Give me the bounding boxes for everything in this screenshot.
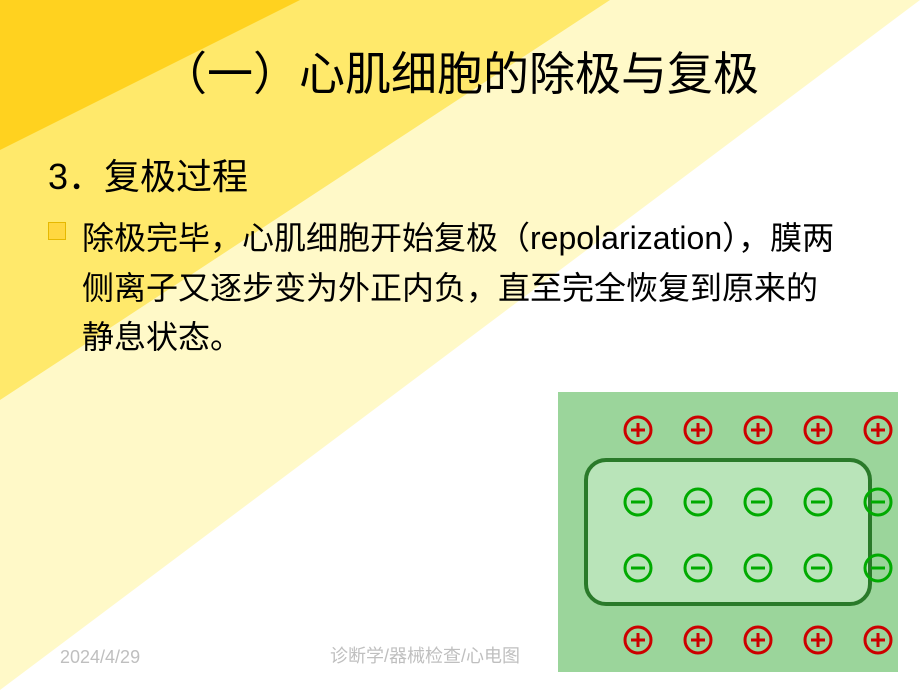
bullet-marker-icon	[48, 222, 66, 240]
footer-date: 2024/4/29	[60, 647, 140, 668]
cell-polarization-diagram	[558, 392, 898, 672]
bullet-block: 除极完毕，心肌细胞开始复极（repolarization），膜两侧离子又逐步变为…	[48, 214, 838, 363]
footer-breadcrumb: 诊断学/器械检查/心电图	[330, 642, 520, 668]
section-number: 3．复极过程	[48, 148, 248, 200]
bullet-text: 除极完毕，心肌细胞开始复极（repolarization），膜两侧离子又逐步变为…	[82, 214, 838, 363]
slide: （一）心肌细胞的除极与复极 3．复极过程 除极完毕，心肌细胞开始复极（repol…	[0, 0, 920, 690]
slide-title: （一）心肌细胞的除极与复极	[0, 38, 920, 104]
